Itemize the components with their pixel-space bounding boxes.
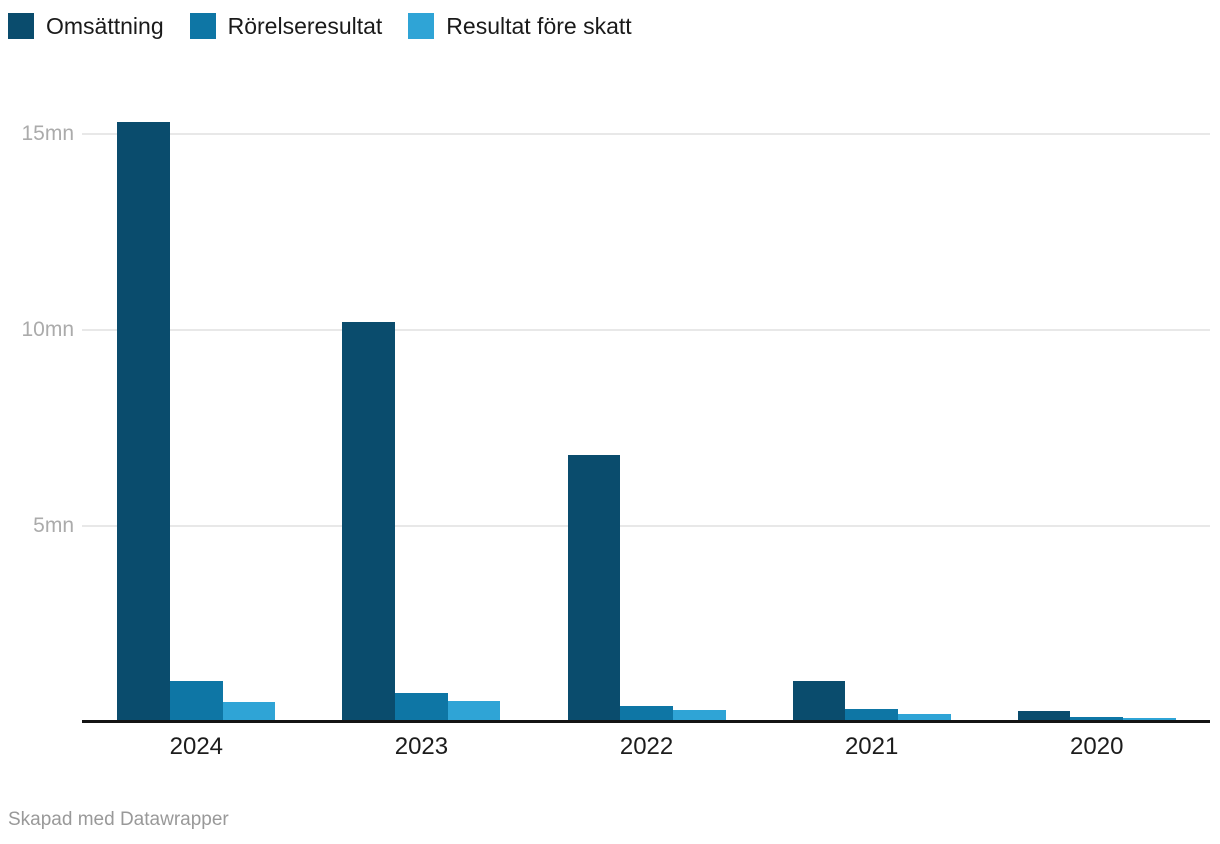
legend-label: Rörelseresultat — [227, 12, 383, 39]
bar-2021-series-1 — [792, 680, 846, 722]
legend-swatch-icon — [189, 13, 216, 39]
bar-2023-series-1 — [342, 322, 396, 722]
x-axis-category-label: 2023 — [394, 733, 449, 760]
y-gridline — [82, 329, 1210, 331]
legend-label: Resultat före skatt — [446, 12, 632, 39]
bar-2020-series-2 — [1070, 716, 1124, 722]
y-gridline — [82, 525, 1210, 527]
x-axis-category-label: 2024 — [169, 733, 224, 760]
bar-2022-series-3 — [672, 709, 726, 722]
legend-swatch-icon — [408, 13, 435, 39]
bar-2021-series-2 — [845, 708, 898, 722]
x-axis-category-label: 2022 — [619, 733, 674, 760]
x-axis-category-label: 2021 — [844, 733, 899, 760]
x-axis-line — [82, 720, 1210, 723]
bar-2024-series-1 — [117, 122, 170, 722]
legend-label: Omsättning — [46, 12, 164, 39]
bar-2022-series-2 — [620, 705, 673, 722]
y-axis-tick-label: 5mn — [33, 514, 74, 537]
y-axis-tick-label: 10mn — [21, 318, 74, 341]
y-axis-tick-label: 15mn — [21, 122, 74, 145]
bar-2020-series-1 — [1017, 711, 1071, 722]
bar-2024-series-3 — [222, 701, 276, 722]
bar-2023-series-2 — [395, 692, 448, 722]
legend-swatch-icon — [8, 13, 34, 39]
legend-item-2: Rörelseresultat — [189, 12, 383, 39]
attribution-link[interactable]: Skapad med Datawrapper — [8, 809, 229, 830]
bar-2023-series-3 — [447, 700, 501, 722]
legend-item-3: Resultat före skatt — [408, 12, 632, 39]
y-gridline — [82, 133, 1210, 135]
bar-2021-series-3 — [898, 714, 951, 722]
bar-2022-series-1 — [567, 455, 621, 722]
x-axis-category-label: 2020 — [1070, 733, 1124, 760]
bar-2024-series-2 — [170, 680, 223, 722]
chart-legend: Omsättning Rörelseresultat Resultat före s… — [8, 13, 632, 39]
legend-item-1: Omsättning — [8, 13, 164, 39]
